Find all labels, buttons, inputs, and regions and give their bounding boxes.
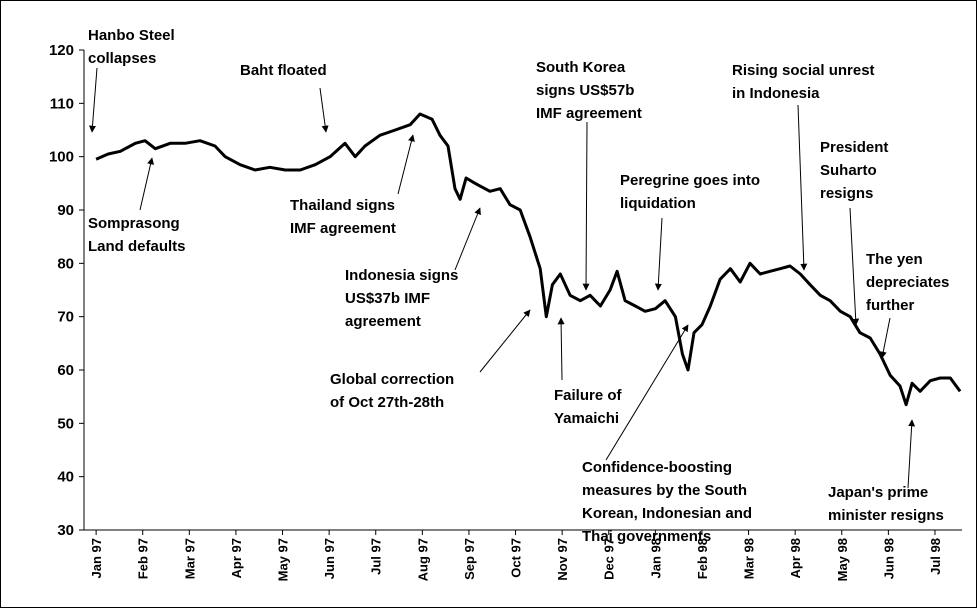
x-tick-label: Aug 97 xyxy=(415,538,430,581)
annotation-arrow xyxy=(454,207,481,271)
annotation: IMF agreement xyxy=(536,105,642,122)
annotation-arrow xyxy=(139,157,154,211)
x-tick-label: Jul 98 xyxy=(928,538,943,575)
x-tick-label: Jun 97 xyxy=(322,538,337,579)
annotation: in Indonesia xyxy=(732,85,820,102)
x-tick-label: Sep 97 xyxy=(462,538,477,580)
annotation: Hanbo Steel xyxy=(88,27,175,44)
annotation-arrow xyxy=(907,419,916,489)
x-tick-label: Jun 98 xyxy=(881,538,896,579)
annotation: South Korea xyxy=(536,59,626,76)
annotation: IMF agreement xyxy=(290,220,396,237)
x-tick-label: Jan 97 xyxy=(89,538,104,578)
annotation: President xyxy=(820,139,888,156)
annotation-arrow xyxy=(479,309,531,373)
x-tick-label: Mar 97 xyxy=(182,538,197,579)
x-tick-label: Nov 97 xyxy=(555,538,570,581)
x-tick-label: Mar 98 xyxy=(742,538,757,579)
y-tick-label: 90 xyxy=(57,202,74,219)
annotation: of Oct 27th-28th xyxy=(330,394,444,411)
annotation: The yen xyxy=(866,251,923,268)
price-line xyxy=(95,112,962,407)
annotation-arrow xyxy=(654,217,663,291)
annotation-arrow xyxy=(879,317,891,359)
y-tick-label: 50 xyxy=(57,415,74,432)
x-tick-label: Feb 97 xyxy=(136,538,151,579)
x-tick-label: Dec 97 xyxy=(602,538,617,580)
annotation-arrow xyxy=(397,134,415,195)
x-tick-label: Jul 97 xyxy=(369,538,384,575)
annotation: Peregrine goes into xyxy=(620,172,760,189)
annotation: Thailand signs xyxy=(290,197,395,214)
annotation-arrow xyxy=(849,207,860,326)
annotation: US$37b IMF xyxy=(345,290,430,307)
annotation: Confidence-boosting xyxy=(582,459,732,476)
annotation: Land defaults xyxy=(88,238,186,255)
y-tick-label: 70 xyxy=(57,309,74,326)
annotation-arrow xyxy=(557,317,565,381)
annotation: further xyxy=(866,297,914,314)
annotation: resigns xyxy=(820,185,873,202)
y-tick-label: 100 xyxy=(49,149,74,166)
annotation: Japan's prime xyxy=(828,484,928,501)
y-tick-label: 60 xyxy=(57,362,74,379)
annotation-arrow xyxy=(582,121,590,291)
annotation: Global correction xyxy=(330,371,454,388)
annotation: signs US$57b xyxy=(536,82,634,99)
annotation-arrow xyxy=(89,67,98,133)
annotation: liquidation xyxy=(620,195,696,212)
annotation: depreciates xyxy=(866,274,949,291)
y-tick-label: 30 xyxy=(57,522,74,539)
annotation: Yamaichi xyxy=(554,410,619,427)
annotation-arrow xyxy=(605,324,689,461)
annotation: Baht floated xyxy=(240,62,327,79)
annotation: Suharto xyxy=(820,162,877,179)
x-tick-label: Apr 97 xyxy=(229,538,244,578)
annotation: Indonesia signs xyxy=(345,267,458,284)
annotation: agreement xyxy=(345,313,421,330)
annotation: Rising social unrest xyxy=(732,62,875,79)
x-tick-label: May 97 xyxy=(276,538,291,581)
annotation: collapses xyxy=(88,50,156,67)
annotation: Korean, Indonesian and xyxy=(582,505,752,522)
annotation: Somprasong xyxy=(88,215,180,232)
x-tick-label: Feb 98 xyxy=(695,538,710,579)
y-tick-label: 80 xyxy=(57,255,74,272)
annotation: minister resigns xyxy=(828,507,944,524)
x-tick-label: Apr 98 xyxy=(788,538,803,578)
annotation: Thai governments xyxy=(582,528,711,545)
annotation-arrow xyxy=(797,104,808,271)
y-tick-label: 110 xyxy=(50,95,74,112)
y-tick-label: 120 xyxy=(49,42,74,59)
x-tick-label: Oct 97 xyxy=(509,538,524,578)
annotation-arrow xyxy=(319,87,329,133)
x-tick-label: Jan 98 xyxy=(648,538,663,578)
annotation: measures by the South xyxy=(582,482,747,499)
annotation: Failure of xyxy=(554,387,623,404)
y-tick-label: 40 xyxy=(57,469,74,486)
x-tick-label: May 98 xyxy=(835,538,850,581)
